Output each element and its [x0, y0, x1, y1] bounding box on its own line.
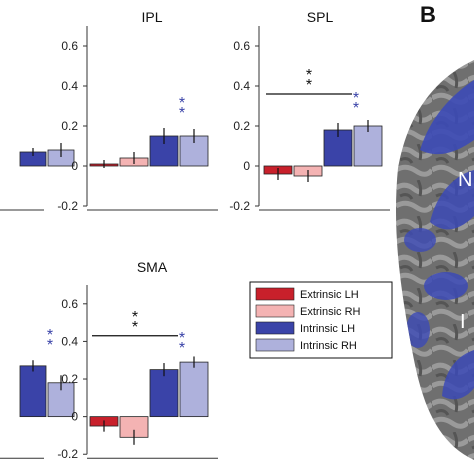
significance-star: *: [132, 319, 138, 336]
y-tick-label: -0.2: [57, 199, 78, 213]
significance-star: *: [132, 309, 138, 326]
y-tick-label: 0.4: [61, 79, 78, 93]
y-tick-label: -0.2: [57, 447, 78, 461]
chart-panel: [0, 143, 75, 211]
chart-panel: **: [0, 327, 75, 459]
bar: [149, 369, 179, 418]
significance-star: *: [179, 330, 185, 347]
y-tick-label: 0.2: [61, 372, 78, 386]
significance-star: *: [306, 67, 312, 84]
brain-surface: [395, 60, 474, 460]
significance-star: *: [179, 105, 185, 122]
chart-title: IPL: [141, 9, 162, 25]
significance-star: *: [353, 100, 359, 117]
significance-star: *: [47, 327, 53, 344]
significance-star: *: [179, 95, 185, 112]
significance-star: *: [179, 340, 185, 357]
chart-title: SPL: [307, 9, 334, 25]
brain-render: N I: [395, 60, 474, 460]
y-tick-label: 0.4: [61, 334, 78, 348]
brain-region-label: I: [460, 311, 466, 333]
y-tick-label: 0.6: [233, 39, 250, 53]
legend-label: Extrinsic LH: [300, 289, 359, 301]
legend-swatch: [255, 338, 295, 352]
y-tick-label: 0: [71, 410, 78, 424]
significance-star: *: [353, 90, 359, 107]
legend-label: Extrinsic RH: [300, 306, 361, 318]
chart-title: SMA: [137, 259, 168, 275]
significance-star: *: [47, 337, 53, 354]
y-tick-label: 0.2: [61, 119, 78, 133]
legend-swatch: [255, 287, 295, 301]
y-tick-label: -0.2: [229, 199, 250, 213]
y-tick-label: 0.6: [61, 297, 78, 311]
legend: Extrinsic LH Extrinsic RH Intrinsic LH Intr…: [249, 281, 393, 359]
y-tick-label: 0.4: [233, 79, 250, 93]
y-tick-label: 0.6: [61, 39, 78, 53]
bar: [19, 365, 47, 418]
y-tick-label: 0: [243, 159, 250, 173]
y-tick-label: 0: [71, 159, 78, 173]
panel-letter: B: [420, 2, 436, 27]
chart-panel: IPL 0.6 0.4 0.2 0 -0.2 **: [57, 9, 218, 213]
significance-star: *: [306, 77, 312, 94]
legend-label: Intrinsic LH: [300, 323, 355, 335]
bar-charts: IPL0.60.40.20-0.2**SPL0.60.40.20-0.2****…: [0, 9, 390, 461]
legend-swatch: [255, 321, 295, 335]
y-tick-label: 0.2: [233, 119, 250, 133]
brain-region-label: N: [458, 169, 472, 191]
legend-label: Intrinsic RH: [300, 340, 357, 352]
bar: [179, 361, 209, 418]
legend-swatch: [255, 304, 295, 318]
